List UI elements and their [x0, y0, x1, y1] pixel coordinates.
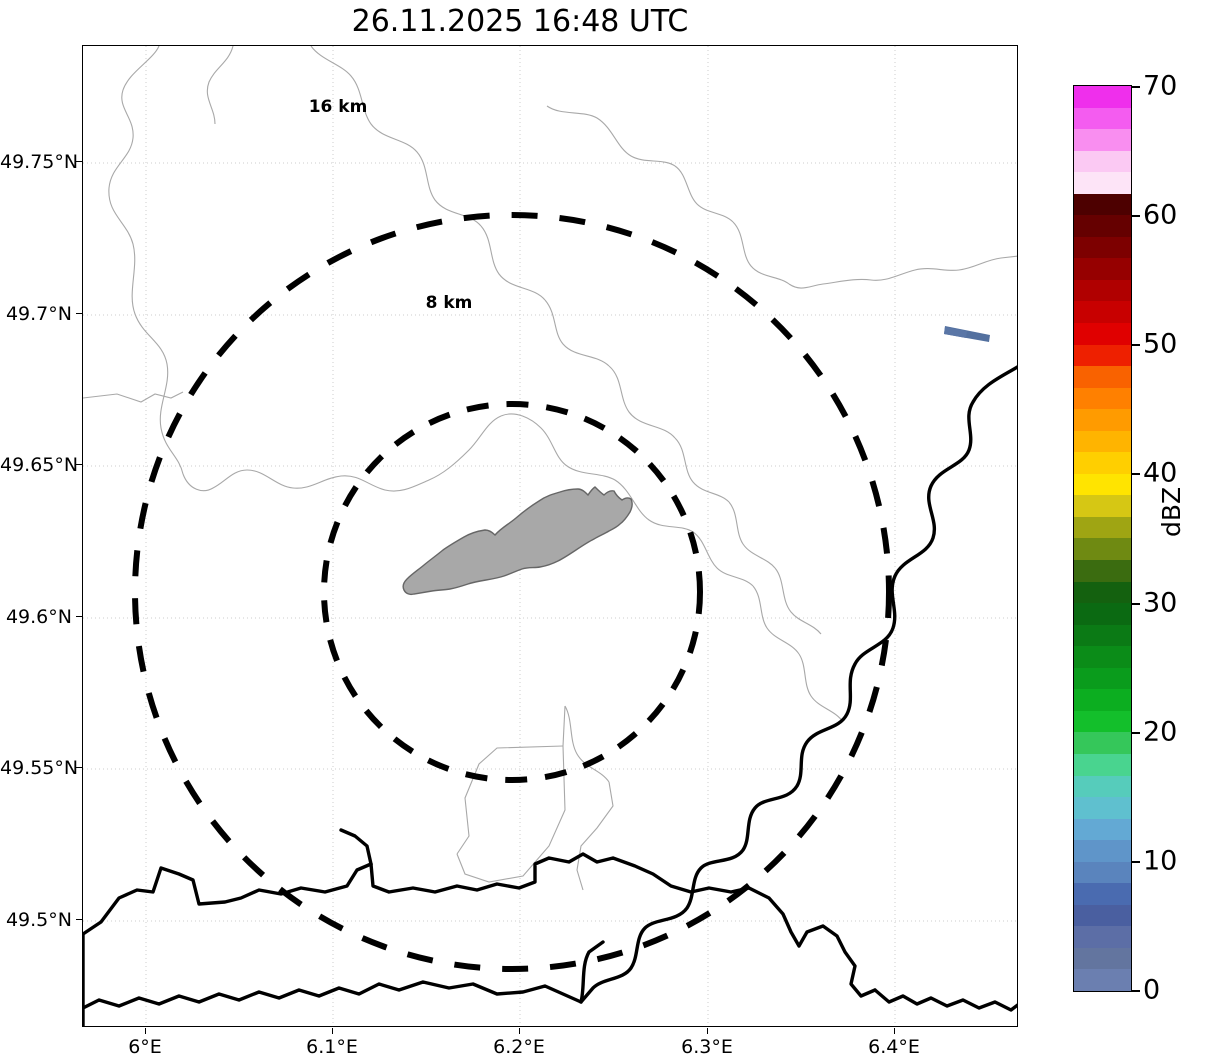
y-tick-label: 49.6°N: [5, 606, 72, 628]
colorbar-tick-label: 40: [1143, 457, 1178, 489]
y-tickmark: [76, 464, 82, 466]
colorbar-band: [1074, 366, 1131, 388]
colorbar-band: [1074, 452, 1131, 474]
colorbar-band: [1074, 409, 1131, 431]
colorbar-band: [1074, 581, 1131, 604]
x-tick-label: 6.4°E: [868, 1036, 920, 1058]
grid-lines: [83, 46, 1017, 1026]
colorbar-band: [1074, 969, 1131, 991]
colorbar-band: [1074, 624, 1131, 647]
colorbar-tick-label: 50: [1143, 328, 1178, 360]
range-ring-label-16km: 16 km: [308, 97, 368, 117]
colorbar-band: [1074, 495, 1131, 517]
colorbar-band: [1074, 689, 1131, 711]
x-tickmark: [332, 1028, 334, 1034]
colorbar-band: [1074, 732, 1131, 754]
colorbar-band: [1074, 107, 1131, 130]
colorbar-tickmark: [1131, 861, 1140, 863]
colorbar-band: [1074, 560, 1131, 582]
colorbar-band: [1074, 236, 1131, 259]
colorbar-band: [1074, 150, 1131, 173]
colorbar-tick-label: 0: [1143, 974, 1161, 1006]
colorbar-tick-label: 60: [1143, 199, 1178, 231]
colorbar-band: [1074, 840, 1131, 862]
colorbar-tickmark: [1131, 603, 1140, 605]
colorbar-tick-label: 20: [1143, 716, 1178, 748]
colorbar-band: [1074, 926, 1131, 948]
y-tick-label: 49.55°N: [0, 757, 79, 779]
range-ring-16km: [132, 212, 892, 972]
colorbar-band: [1074, 129, 1131, 151]
internal-boundaries: [83, 46, 1017, 891]
colorbar-band: [1074, 344, 1131, 367]
city-boundary-luxembourg: [402, 486, 633, 596]
y-tick-label: 49.7°N: [5, 303, 72, 325]
radar-echo-cell: [944, 326, 990, 342]
colorbar-band: [1074, 193, 1131, 216]
map-plot-area[interactable]: [82, 45, 1018, 1027]
colorbar-band: [1074, 258, 1131, 280]
colorbar-band: [1074, 646, 1131, 668]
colorbar-tickmark: [1131, 732, 1140, 734]
colorbar-band: [1074, 516, 1131, 539]
colorbar-band: [1074, 86, 1131, 108]
national-borders: [83, 365, 1017, 1026]
colorbar-band: [1074, 215, 1131, 237]
colorbar-band: [1074, 603, 1131, 625]
y-tickmark: [76, 313, 82, 315]
colorbar-tick-label: 70: [1143, 70, 1178, 102]
x-tick-label: 6.3°E: [681, 1036, 733, 1058]
y-tickmark: [76, 616, 82, 618]
colorbar-band: [1074, 323, 1131, 345]
colorbar-tickmark: [1131, 215, 1140, 217]
colorbar-band: [1074, 172, 1131, 194]
colorbar-band: [1074, 753, 1131, 776]
y-tick-label: 49.75°N: [0, 151, 79, 173]
colorbar-band: [1074, 883, 1131, 905]
colorbar-band: [1074, 473, 1131, 496]
colorbar-tickmark: [1131, 473, 1140, 475]
colorbar-band: [1074, 301, 1131, 324]
colorbar-band: [1074, 797, 1131, 819]
colorbar-tickmark: [1131, 344, 1140, 346]
colorbar-band: [1074, 861, 1131, 884]
colorbar-band: [1074, 279, 1131, 302]
map-graphics: [83, 46, 1017, 1026]
colorbar-band: [1074, 667, 1131, 690]
y-tick-label: 49.5°N: [5, 909, 72, 931]
x-tick-label: 6°E: [128, 1036, 162, 1058]
colorbar-band: [1074, 538, 1131, 561]
x-tickmark: [519, 1028, 521, 1034]
x-tick-label: 6.2°E: [493, 1036, 545, 1058]
colorbar-tick-label: 30: [1143, 587, 1178, 619]
y-tickmark: [76, 161, 82, 163]
colorbar[interactable]: [1073, 85, 1132, 992]
colorbar-band: [1074, 430, 1131, 453]
colorbar-band: [1074, 710, 1131, 733]
colorbar-band: [1074, 387, 1131, 410]
x-tickmark: [707, 1028, 709, 1034]
page-title: 26.11.2025 16:48 UTC: [351, 4, 689, 39]
x-tickmark: [894, 1028, 896, 1034]
y-tick-label: 49.65°N: [0, 454, 79, 476]
colorbar-band: [1074, 775, 1131, 798]
colorbar-band: [1074, 818, 1131, 841]
range-ring-label-8km: 8 km: [425, 293, 473, 313]
x-tick-label: 6.1°E: [306, 1036, 358, 1058]
colorbar-tickmark: [1131, 990, 1140, 992]
colorbar-band: [1074, 947, 1131, 970]
colorbar-tick-label: 10: [1143, 845, 1178, 877]
x-tickmark: [145, 1028, 147, 1034]
colorbar-band: [1074, 904, 1131, 927]
colorbar-unit-label: dBZ: [1157, 486, 1186, 537]
colorbar-tickmark: [1131, 86, 1140, 88]
y-tickmark: [76, 767, 82, 769]
range-ring-8km: [321, 401, 703, 783]
y-tickmark: [76, 919, 82, 921]
